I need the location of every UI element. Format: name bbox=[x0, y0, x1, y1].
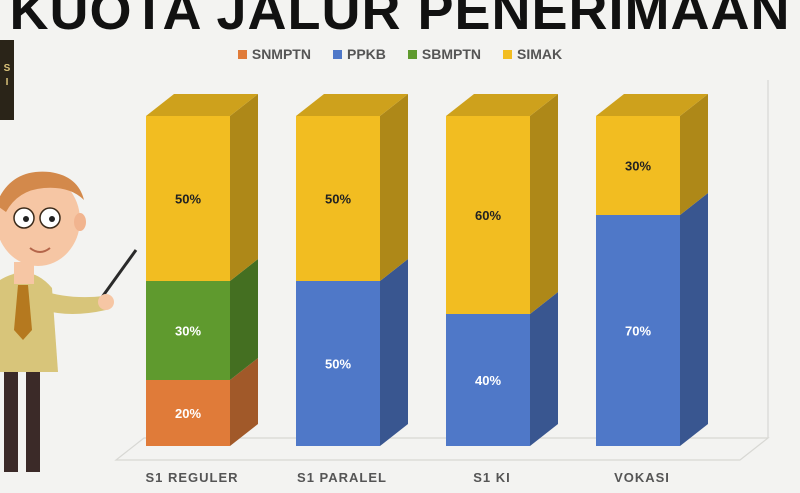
legend-label-simak: SIMAK bbox=[517, 46, 563, 62]
bar-vokasi-ppkb bbox=[596, 215, 680, 446]
bar-s1-reguler-sbmptn bbox=[146, 281, 230, 380]
bar-side-s1-paralel-simak bbox=[380, 94, 408, 281]
bar-side-s1-reguler-simak bbox=[230, 94, 258, 281]
bar-side-s1-ki-simak bbox=[530, 94, 558, 314]
category-label-vokasi: VOKASI bbox=[614, 470, 670, 485]
logo-strip bbox=[0, 40, 14, 120]
category-label-s1-paralel: S1 PARALEL bbox=[297, 470, 387, 485]
legend-label-ppkb: PPKB bbox=[346, 46, 386, 62]
legend-item-simak: SIMAK bbox=[503, 46, 562, 62]
teacher-illustration bbox=[0, 171, 138, 472]
legend-label-sbmptn: SBMPTN bbox=[421, 46, 482, 62]
data-label-vokasi-simak: 30% bbox=[625, 159, 651, 174]
bar-vokasi-simak bbox=[596, 116, 680, 215]
bar-s1-reguler-snmptn bbox=[146, 380, 230, 446]
bar-side-s1-ki-ppkb bbox=[530, 292, 558, 446]
bar-s1-paralel-ppkb bbox=[296, 281, 380, 446]
teacher-hand bbox=[98, 294, 114, 310]
teacher-leg-right bbox=[26, 372, 40, 472]
bar-side-vokasi-ppkb bbox=[680, 193, 708, 446]
bar-s1-ki-simak bbox=[446, 116, 530, 314]
data-label-s1-reguler-simak: 50% bbox=[175, 192, 201, 207]
legend-item-sbmptn: SBMPTN bbox=[407, 46, 482, 62]
bar-top-s1-ki bbox=[446, 94, 558, 116]
data-label-s1-ki-simak: 60% bbox=[475, 208, 501, 223]
chart-floor bbox=[114, 80, 770, 461]
category-label-s1-ki: S1 KI bbox=[473, 470, 511, 485]
teacher-ear bbox=[74, 213, 86, 231]
bar-side-vokasi-simak bbox=[680, 94, 708, 215]
logo-text: S I bbox=[3, 63, 11, 88]
bar-s1-paralel-simak bbox=[296, 116, 380, 281]
data-label-s1-reguler-snmptn: 20% bbox=[175, 406, 201, 421]
bar-s1-reguler-simak bbox=[146, 116, 230, 281]
bar-top-s1-reguler bbox=[146, 94, 258, 116]
legend-item-ppkb: PPKB bbox=[332, 46, 386, 62]
data-label-s1-paralel-simak: 50% bbox=[325, 192, 351, 207]
chart-legend: SNMPTN PPKB SBMPTN SIMAK bbox=[0, 46, 800, 62]
legend-item-snmptn: SNMPTN bbox=[237, 46, 311, 62]
teacher-tie bbox=[14, 285, 32, 340]
data-label-s1-paralel-ppkb: 50% bbox=[325, 357, 351, 372]
category-label-s1-reguler: S1 REGULER bbox=[145, 470, 238, 485]
legend-label-snmptn: SNMPTN bbox=[251, 46, 311, 62]
chart-bars bbox=[146, 94, 708, 446]
teacher-leg-left bbox=[4, 372, 18, 472]
bar-top-s1-paralel bbox=[296, 94, 408, 116]
legend-swatch-ppkb bbox=[332, 49, 342, 59]
data-label-s1-ki-ppkb: 40% bbox=[475, 373, 501, 388]
bar-side-s1-reguler-sbmptn bbox=[230, 259, 258, 380]
bar-s1-ki-ppkb bbox=[446, 314, 530, 446]
data-label-vokasi-ppkb: 70% bbox=[625, 324, 651, 339]
teacher-mouth bbox=[29, 247, 51, 253]
teacher-hair bbox=[0, 171, 84, 212]
bar-side-s1-paralel-ppkb bbox=[380, 259, 408, 446]
pointer-stick bbox=[98, 249, 138, 301]
legend-swatch-simak bbox=[503, 49, 513, 59]
legend-swatch-sbmptn bbox=[407, 49, 417, 59]
teacher-arm bbox=[40, 290, 106, 314]
teacher-pupil-left bbox=[23, 216, 29, 222]
bar-side-s1-reguler-snmptn bbox=[230, 358, 258, 446]
teacher-pupil-right bbox=[49, 216, 55, 222]
bar-top-vokasi bbox=[596, 94, 708, 116]
teacher-neck bbox=[14, 262, 34, 284]
chart-labels: 20% 30% 50% S1 REGULER 50% 50% S1 PARALEL 40% 60… bbox=[145, 159, 670, 486]
data-label-s1-reguler-sbmptn: 30% bbox=[175, 324, 201, 339]
legend-swatch-snmptn bbox=[237, 49, 247, 59]
slide-title: KUOTA JALUR PENERIMAAN bbox=[9, 0, 791, 41]
